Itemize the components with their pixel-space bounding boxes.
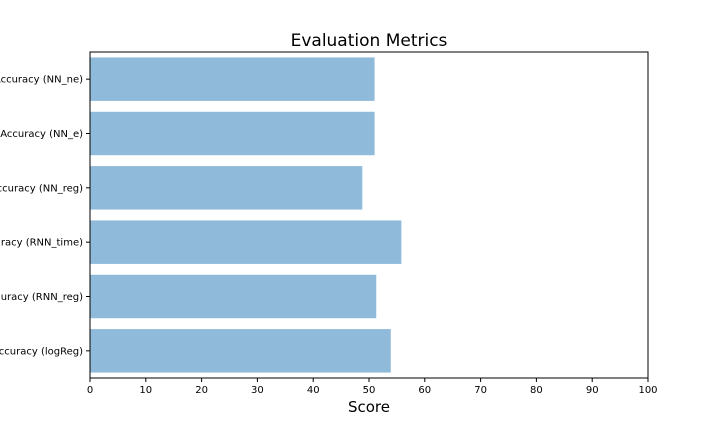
x-tick-label-7: 70: [474, 385, 487, 396]
y-tick-label-1: Accuracy (NN_e): [0, 129, 83, 140]
x-axis-ticks: 0 10 20 30 40 50 60 70 80 90 100: [87, 378, 658, 396]
x-tick-label-6: 60: [418, 385, 431, 396]
x-tick-label-5: 50: [363, 385, 376, 396]
x-tick-label-9: 90: [586, 385, 599, 396]
x-tick-label-10: 100: [638, 385, 657, 396]
x-tick-label-1: 10: [139, 385, 152, 396]
y-tick-label-0: Accuracy (NN_ne): [0, 75, 83, 86]
plot-frame: [89, 51, 649, 379]
x-tick-label-2: 20: [195, 385, 208, 396]
chart-title: Evaluation Metrics: [291, 31, 448, 51]
x-tick-label-4: 40: [307, 385, 320, 396]
bar-1: [90, 111, 375, 156]
y-tick-label-2: ccuracy (NN_reg): [0, 183, 83, 194]
x-axis-label: Score: [348, 398, 390, 416]
bars: [90, 57, 402, 373]
x-tick-label-8: 80: [530, 385, 543, 396]
x-tick-label-3: 30: [251, 385, 264, 396]
bar-5: [90, 329, 391, 373]
bar-4: [90, 274, 377, 319]
y-axis-categories: Accuracy (NN_ne) Accuracy (NN_e)ccuracy (…: [0, 75, 90, 357]
x-tick-label-0: 0: [87, 385, 93, 396]
y-tick-label-5: ccuracy (logReg): [0, 346, 83, 357]
bar-3: [90, 220, 402, 264]
y-tick-label-3: racy (RNN_time): [1, 238, 83, 249]
y-tick-label-4: uracy (RNN_reg): [1, 292, 83, 303]
bar-2: [90, 166, 363, 210]
bar-0: [90, 57, 375, 101]
